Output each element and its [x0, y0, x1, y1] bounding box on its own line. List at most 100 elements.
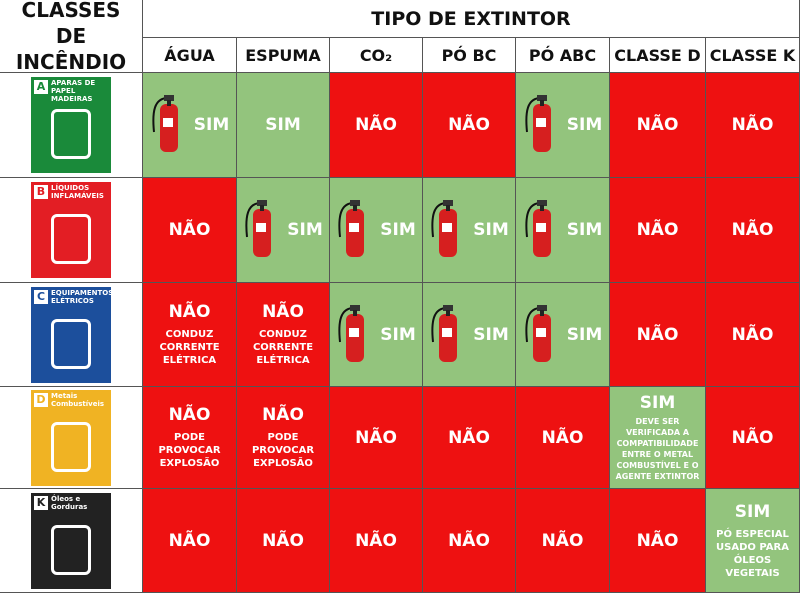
status-cell: NÃO: [330, 73, 423, 178]
class-icon: C EQUIPAMENTOS ELÉTRICOS: [31, 286, 113, 383]
status-cell: NÃO: [237, 489, 330, 593]
status: SIM: [566, 324, 603, 345]
status-cell: NÃO CONDUZ CORRENTE ELÉTRICA: [237, 283, 330, 387]
class-title-cell: CLASSES DE INCÊNDIO: [0, 0, 143, 74]
status-cell: SIM: [237, 73, 330, 178]
status: NÃO: [731, 220, 774, 240]
status: NÃO: [355, 115, 397, 135]
status-cell: NÃO PODE PROVOCAR EXPLOSÃO: [143, 387, 237, 489]
status-cell: NÃO: [330, 489, 423, 593]
status: SIM: [380, 324, 416, 345]
extinguisher-icon: [245, 200, 272, 257]
extinguisher-icon: [338, 200, 365, 257]
status: NÃO: [262, 302, 304, 322]
status: NÃO: [262, 405, 304, 425]
column-name: CO₂: [359, 45, 393, 65]
status-cell: NÃO CONDUZ CORRENTE ELÉTRICA: [143, 283, 237, 387]
status: NÃO: [355, 530, 397, 551]
status-cell: SIM: [330, 178, 423, 283]
status-cell: NÃO PODE PROVOCAR EXPLOSÃO: [237, 387, 330, 489]
extinguisher: [429, 302, 465, 368]
extinguisher: [523, 92, 559, 158]
status: NÃO: [448, 530, 490, 551]
status: NÃO: [636, 220, 679, 240]
status-cell: SIM: [516, 178, 610, 283]
status-cell: SIM: [143, 73, 237, 178]
status: SIM: [193, 115, 230, 135]
column-header: CLASSE D: [610, 38, 706, 73]
extinguisher-icon: [525, 95, 551, 152]
extinguisher-icon: [431, 304, 458, 362]
extinguisher: [336, 302, 372, 368]
extinguisher: [523, 197, 559, 263]
status: SIM: [566, 220, 603, 240]
status-cell: NÃO: [610, 178, 706, 283]
class-letter: A: [34, 80, 48, 94]
extinguisher-icon: [152, 95, 178, 152]
class-letter: C: [34, 289, 48, 304]
column-header: PÓ ABC: [516, 38, 610, 73]
extinguisher-icon: [525, 304, 551, 362]
class-label: Metais Combustíveis: [51, 391, 105, 408]
class-letter: D: [34, 392, 48, 407]
class-label: Óleos e Gorduras: [51, 494, 88, 511]
class-label: LÍQUIDOS INFLAMÁVEIS: [51, 184, 104, 200]
status: NÃO: [448, 115, 490, 135]
class-icon: A APARAS DE PAPEL MADEIRAS: [31, 77, 111, 173]
status-cell: NÃO: [610, 283, 706, 387]
status-cell: SIM: [330, 283, 423, 387]
status: SIM: [734, 501, 771, 522]
class-pictogram: [51, 109, 91, 159]
class-pictogram: [51, 318, 91, 369]
status-note: PODE PROVOCAR EXPLOSÃO: [158, 432, 221, 469]
status: NÃO: [636, 324, 679, 345]
class-cell: A APARAS DE PAPEL MADEIRAS: [0, 73, 143, 178]
extinguisher: [429, 197, 465, 263]
column-name: PÓ BC: [441, 45, 497, 65]
class-label: APARAS DE PAPEL MADEIRAS: [51, 79, 96, 103]
class-pictogram: [51, 421, 91, 472]
extinguisher-icon: [525, 200, 551, 257]
status: SIM: [473, 324, 509, 345]
status: NÃO: [448, 427, 490, 448]
status: NÃO: [731, 427, 774, 448]
status-cell: NÃO: [706, 73, 800, 178]
extinguisher-icon: [338, 304, 365, 362]
status: SIM: [473, 220, 509, 240]
class-pictogram: [51, 524, 91, 575]
class-letter: K: [34, 495, 48, 510]
class-icon: D Metais Combustíveis: [31, 389, 111, 486]
column-name: CLASSE D: [614, 45, 701, 65]
column-header: ÁGUA: [143, 38, 237, 73]
column-name: ÁGUA: [164, 45, 215, 65]
status: NÃO: [262, 530, 304, 551]
status: NÃO: [541, 530, 584, 551]
extinguisher: [150, 92, 186, 158]
class-icon: K Óleos e Gorduras: [31, 492, 111, 589]
status-cell: SIM: [423, 283, 516, 387]
status-cell: NÃO: [610, 489, 706, 593]
status: SIM: [639, 393, 676, 413]
status: SIM: [265, 115, 301, 135]
status-cell: SIM: [516, 283, 610, 387]
status: NÃO: [355, 427, 397, 448]
class-cell: B LÍQUIDOS INFLAMÁVEIS: [0, 178, 143, 283]
status-cell: NÃO: [610, 73, 706, 178]
status-cell: NÃO: [423, 73, 516, 178]
status-cell: SIM DEVE SER VERIFICADA A COMPATIBILIDADE…: [610, 387, 706, 489]
status: NÃO: [731, 324, 774, 345]
status: NÃO: [168, 405, 211, 425]
class-cell: C EQUIPAMENTOS ELÉTRICOS: [0, 283, 143, 387]
status: SIM: [287, 220, 323, 240]
status-note: DEVE SER VERIFICADA A COMPATIBILIDADE EN…: [615, 417, 700, 481]
status-cell: NÃO: [423, 489, 516, 593]
class-cell: D Metais Combustíveis: [0, 387, 143, 489]
status: NÃO: [636, 115, 679, 135]
type-title-cell: TIPO DE EXTINTOR: [143, 0, 800, 38]
status-cell: NÃO: [706, 178, 800, 283]
status-cell: NÃO: [330, 387, 423, 489]
status-cell: SIM: [423, 178, 516, 283]
status: NÃO: [636, 530, 679, 551]
status: SIM: [566, 115, 603, 135]
